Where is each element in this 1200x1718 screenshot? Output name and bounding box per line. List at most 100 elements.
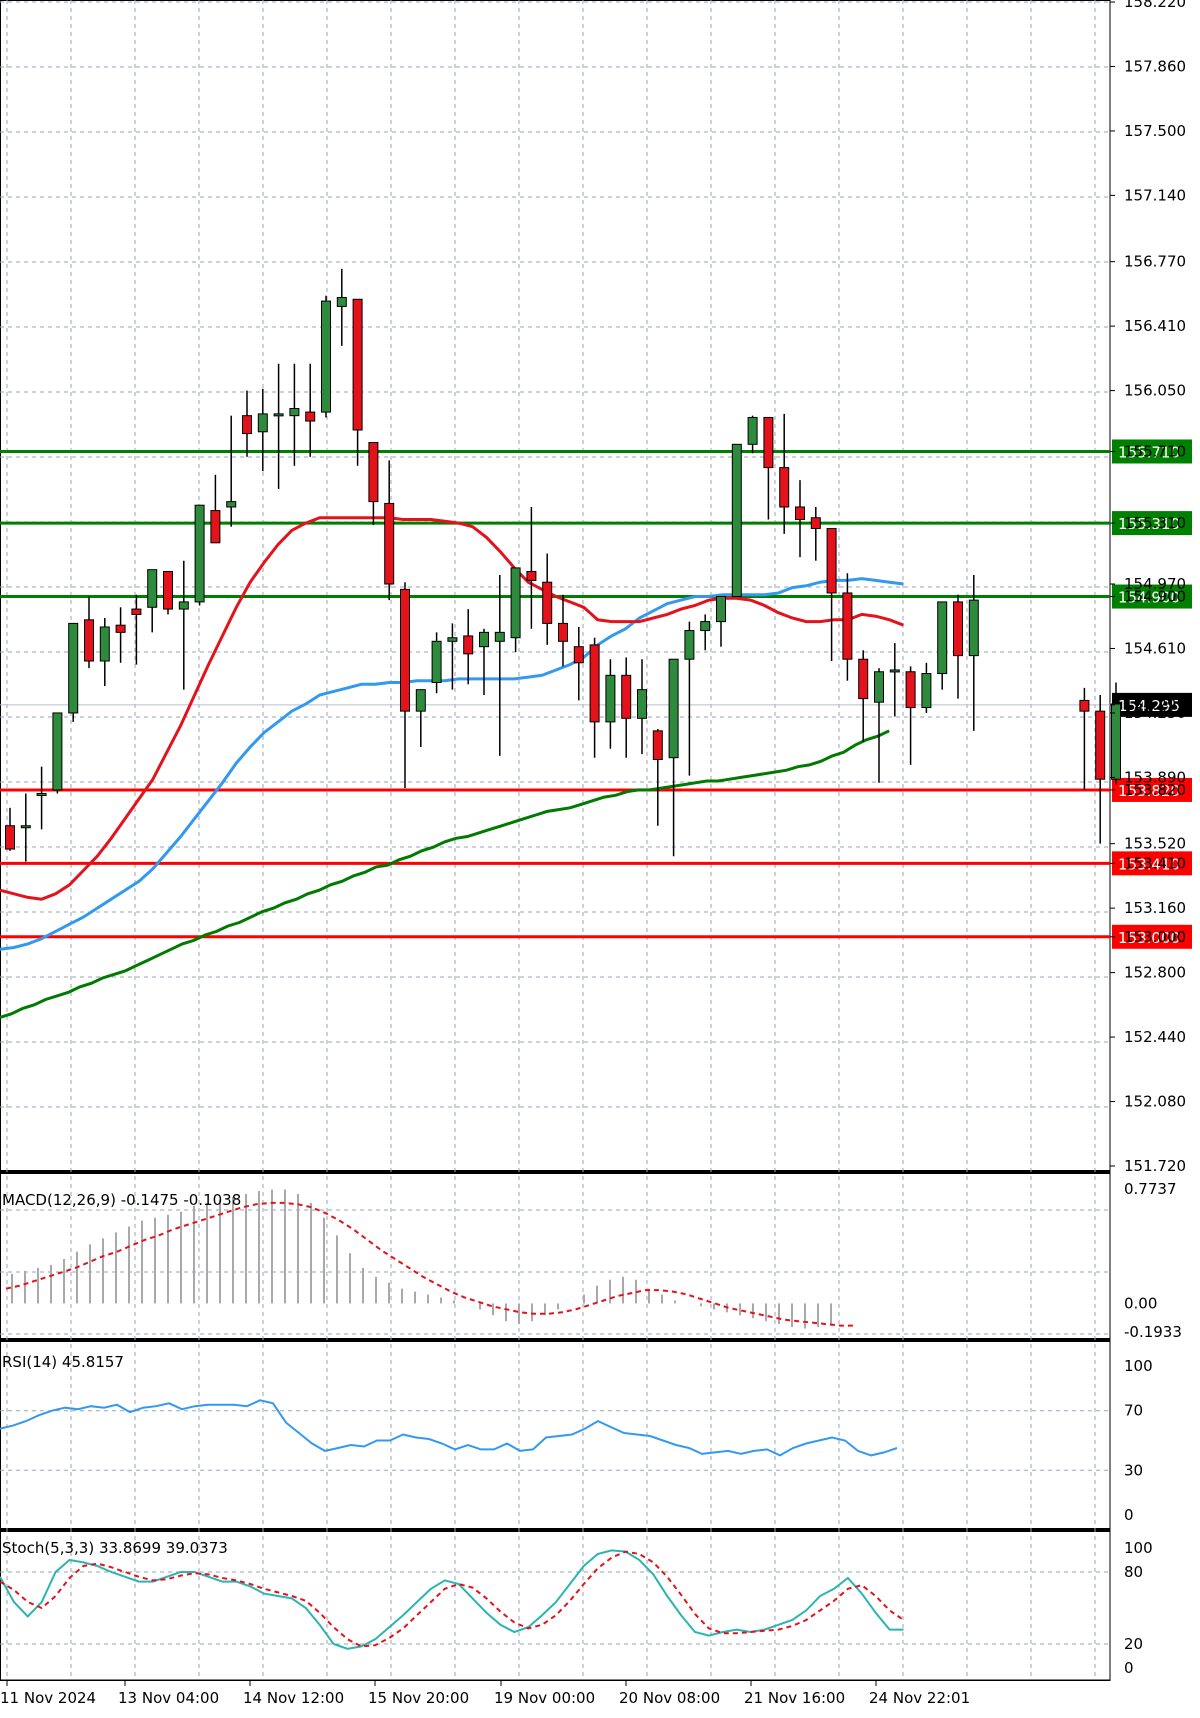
time-axis: 11 Nov 2024 13 Nov 04:00 14 Nov 12:00 15 No…	[0, 1680, 970, 1707]
candle-bull	[921, 673, 932, 709]
candle-bull	[68, 622, 79, 714]
macd-label: MACD(12,26,9) -0.1475 -0.1038	[2, 1191, 241, 1209]
time-label: 14 Nov 12:00	[243, 1689, 344, 1707]
price-tick-label: 156.410	[1124, 317, 1186, 335]
candle-bear	[84, 619, 94, 662]
candle-bear	[589, 644, 600, 723]
candle-bear	[1079, 699, 1090, 712]
time-label: 13 Nov 04:00	[118, 1689, 219, 1707]
price-tick-label: 156.770	[1124, 253, 1186, 271]
candle-bear	[621, 674, 632, 719]
panel-separator-0	[0, 1170, 1110, 1174]
candle-bear	[400, 588, 410, 712]
level-tag-label-1: 155.310	[1118, 515, 1180, 533]
stoch-tick-label: 20	[1124, 1635, 1143, 1653]
candle-bull	[747, 416, 758, 445]
candle-bull	[1111, 703, 1121, 780]
time-label: 15 Nov 20:00	[368, 1689, 469, 1707]
candle-bear	[463, 635, 474, 655]
candle-bull	[257, 413, 268, 433]
level-tag-label-5: 153.000	[1118, 929, 1180, 947]
time-label: 20 Nov 08:00	[619, 1689, 720, 1707]
level-tag-1	[1112, 511, 1192, 536]
stoch-main-line	[0, 1549, 904, 1650]
time-label: 11 Nov 2024	[0, 1689, 96, 1707]
macd-tick-label: 0.00	[1124, 1294, 1157, 1312]
candle-bear	[368, 442, 379, 503]
stoch-tick-label: 0	[1124, 1659, 1134, 1677]
price-tick-label: 152.080	[1124, 1093, 1186, 1111]
price-tick-label: 152.440	[1124, 1028, 1186, 1046]
candle-bull	[226, 501, 237, 508]
candle-bull	[273, 413, 284, 417]
candle-bull	[510, 567, 521, 639]
level-tag-label-3: 153.820	[1118, 782, 1180, 800]
level-tag-0	[1112, 439, 1192, 464]
level-tag-2	[1112, 584, 1192, 609]
candle-bull	[431, 640, 442, 683]
candle-bull	[194, 504, 205, 603]
time-label: 21 Nov 16:00	[744, 1689, 845, 1707]
candlesticks	[5, 268, 1121, 862]
candle-bull	[447, 637, 458, 642]
candle-bear	[1095, 710, 1106, 780]
candle-bear	[5, 825, 15, 850]
candle-bear	[526, 570, 537, 581]
candle-bull	[289, 408, 300, 417]
level-tag-4	[1112, 851, 1192, 876]
candle-bull	[731, 443, 742, 598]
macd-tick-label: 0.7737	[1124, 1180, 1177, 1198]
candle-bear	[352, 298, 363, 431]
candle-bull	[178, 601, 189, 610]
price-tick-label: 154.295	[1124, 696, 1186, 714]
candle-bull	[637, 689, 647, 719]
ma-red-line	[0, 516, 905, 901]
stoch-signal-line	[0, 1550, 905, 1648]
candle-bear	[542, 581, 553, 624]
candle-bear	[163, 570, 173, 610]
moving-averages	[0, 516, 905, 1019]
price-axis: 158.220 157.860 157.500 157.140 156.770 156.4…	[1110, 0, 1186, 1175]
candle-bull	[889, 669, 900, 673]
rsi-tick-label: 70	[1124, 1402, 1143, 1420]
time-label: 19 Nov 00:00	[494, 1689, 595, 1707]
price-tick-label: 153.520	[1124, 835, 1186, 853]
price-tick-label: 153.890	[1124, 768, 1186, 786]
candle-bull	[968, 599, 979, 657]
candle-bear	[573, 646, 584, 664]
stoch-label: Stoch(5,3,3) 33.8699 39.0373	[2, 1539, 228, 1557]
ma-green-line	[0, 729, 890, 1019]
current-price-label: 154.295	[1118, 697, 1180, 715]
candle-bull	[605, 674, 616, 723]
indicator-panels: 0.7737 0.00 -0.1933 100 70 30 0 100 80 20 0	[0, 1180, 1182, 1677]
panel-separator-2	[0, 1528, 1110, 1532]
price-tick-label: 154.610	[1124, 639, 1186, 657]
price-tick-label: 153.410	[1124, 854, 1186, 872]
level-tag-label-0: 155.710	[1118, 443, 1180, 461]
level-tag-label-4: 153.410	[1118, 855, 1180, 873]
candle-bear	[810, 517, 821, 529]
level-tag-3	[1112, 777, 1192, 802]
candle-bull	[874, 671, 884, 703]
candle-bear	[826, 527, 837, 594]
price-tick-label: 157.500	[1124, 122, 1186, 140]
price-tick-label: 157.860	[1124, 57, 1186, 75]
level-tag-5	[1112, 924, 1192, 949]
price-tick-label: 152.800	[1124, 964, 1186, 982]
rsi-line	[0, 1399, 898, 1457]
candle-bull	[684, 630, 695, 660]
plot-frame	[0, 0, 1111, 1681]
rsi-tick-label: 0	[1124, 1506, 1134, 1524]
stoch-tick-label: 80	[1124, 1563, 1143, 1581]
candle-bull	[147, 569, 158, 608]
price-tick-label: 151.720	[1124, 1157, 1186, 1175]
candle-bull	[668, 658, 679, 759]
candle-bear	[305, 411, 316, 422]
stoch-tick-label: 100	[1124, 1539, 1153, 1557]
candle-bull	[415, 689, 426, 712]
candle-bear	[905, 671, 916, 709]
price-tick-label: 154.250	[1124, 704, 1186, 722]
candle-bear	[242, 415, 252, 435]
candle-bear	[858, 658, 869, 700]
